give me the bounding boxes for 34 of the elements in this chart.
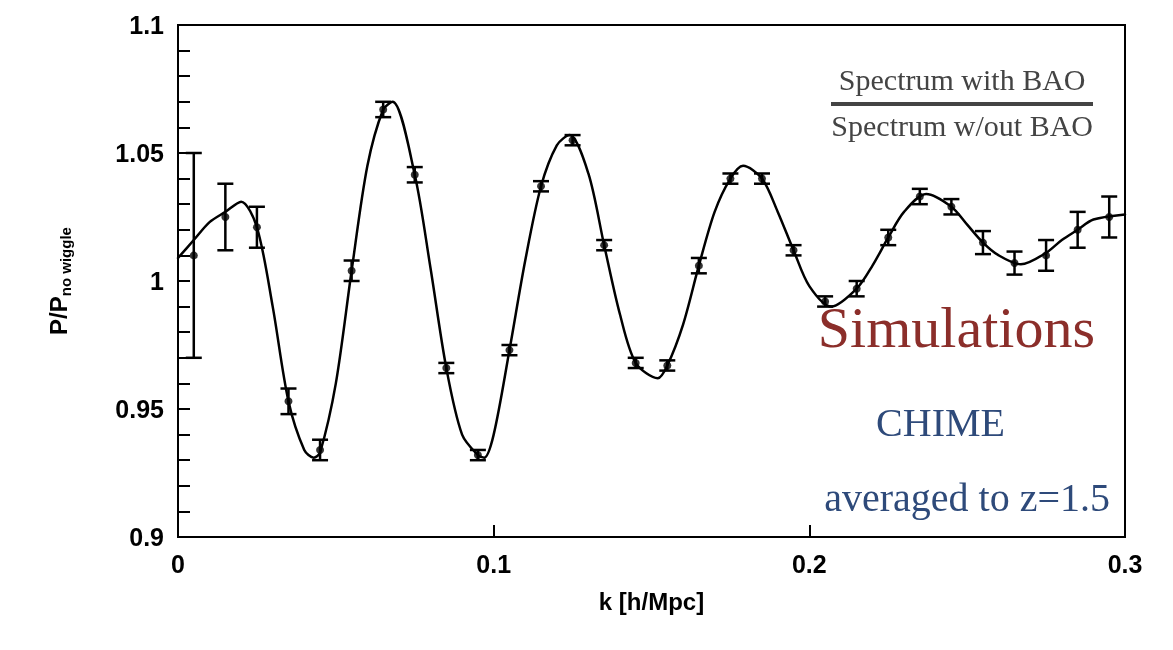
x-tick-label: 0.3 [1107,549,1143,578]
point [410,170,419,179]
point [379,105,388,114]
point [347,266,356,275]
point [694,261,703,270]
x-tick-label: 0 [171,549,185,578]
annotation: Spectrum w/out BAO [831,108,1093,144]
point [221,213,230,221]
point [1010,259,1019,268]
y-tick-label: 0.95 [115,395,165,423]
point [252,223,261,232]
y-tick-label: 1.05 [115,139,165,167]
annotation: CHIME [876,399,1005,447]
annotation: Spectrum with BAO [831,60,1093,106]
point [284,397,293,406]
x-axis-title: k [h/Mpc] [598,587,705,615]
point [852,284,861,293]
point [978,238,987,247]
annotation: Simulations [817,294,1095,362]
annotation: averaged to z=1.5 [824,473,1110,523]
point [947,202,956,211]
point [1073,225,1082,234]
point [884,233,893,242]
y-axis-title: P/Pno wiggle [45,227,74,335]
y-tick-label: 0.9 [129,523,164,551]
point [189,251,198,260]
point [1042,251,1051,260]
y-tick-label: 1.1 [129,11,165,39]
point [1105,213,1114,221]
point [316,445,325,454]
y-tick-label: 1 [150,267,165,295]
x-tick-label: 0.1 [476,549,512,578]
x-tick-label: 0.2 [791,549,827,578]
point [915,192,924,201]
